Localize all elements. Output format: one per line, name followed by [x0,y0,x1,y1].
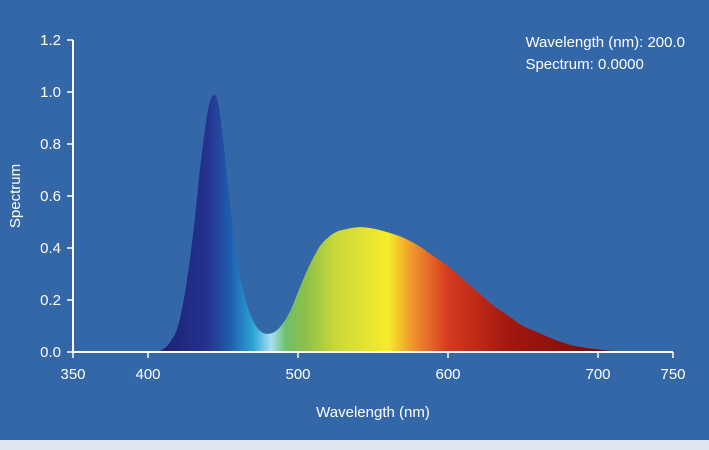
cursor-readout: Wavelength (nm): 200.0 Spectrum: 0.0000 [525,32,685,76]
spectrum-chart: 350 400 500 600 700 750 0.0 0.2 0.4 0.6 0.8 1.0 1.2… [7,32,686,421]
y-tick-label: 0.8 [40,136,61,153]
y-tick-label: 1.0 [40,84,61,101]
x-axis-ticks: 350 400 500 600 700 750 [60,352,686,383]
spectrum-readout-label: Spectrum: [525,56,598,73]
y-tick-label: 1.2 [40,32,61,49]
wavelength-readout-value: 200.0 [647,34,685,51]
bottom-strip [0,440,709,450]
wavelength-readout-label: Wavelength (nm): [525,34,648,51]
spectrum-area [155,94,621,353]
x-tick-label: 500 [285,366,310,383]
y-axis-ticks: 0.0 0.2 0.4 0.6 0.8 1.0 1.2 [40,32,73,361]
x-tick-label: 400 [135,366,160,383]
x-axis-title: Wavelength (nm) [316,404,430,421]
y-tick-label: 0.4 [40,240,61,257]
x-tick-label: 350 [60,366,85,383]
x-tick-label: 700 [585,366,610,383]
spectrum-readout-value: 0.0000 [597,56,644,73]
wavelength-readout: Wavelength (nm): 200.0 [525,32,685,54]
spectrum-readout: Spectrum: 0.0000 [525,54,685,76]
x-tick-label: 600 [435,366,460,383]
x-tick-label: 750 [660,366,685,383]
y-tick-label: 0.6 [40,188,61,205]
y-tick-label: 0.2 [40,292,61,309]
y-tick-label: 0.0 [40,344,61,361]
y-axis-title: Spectrum [7,164,24,228]
